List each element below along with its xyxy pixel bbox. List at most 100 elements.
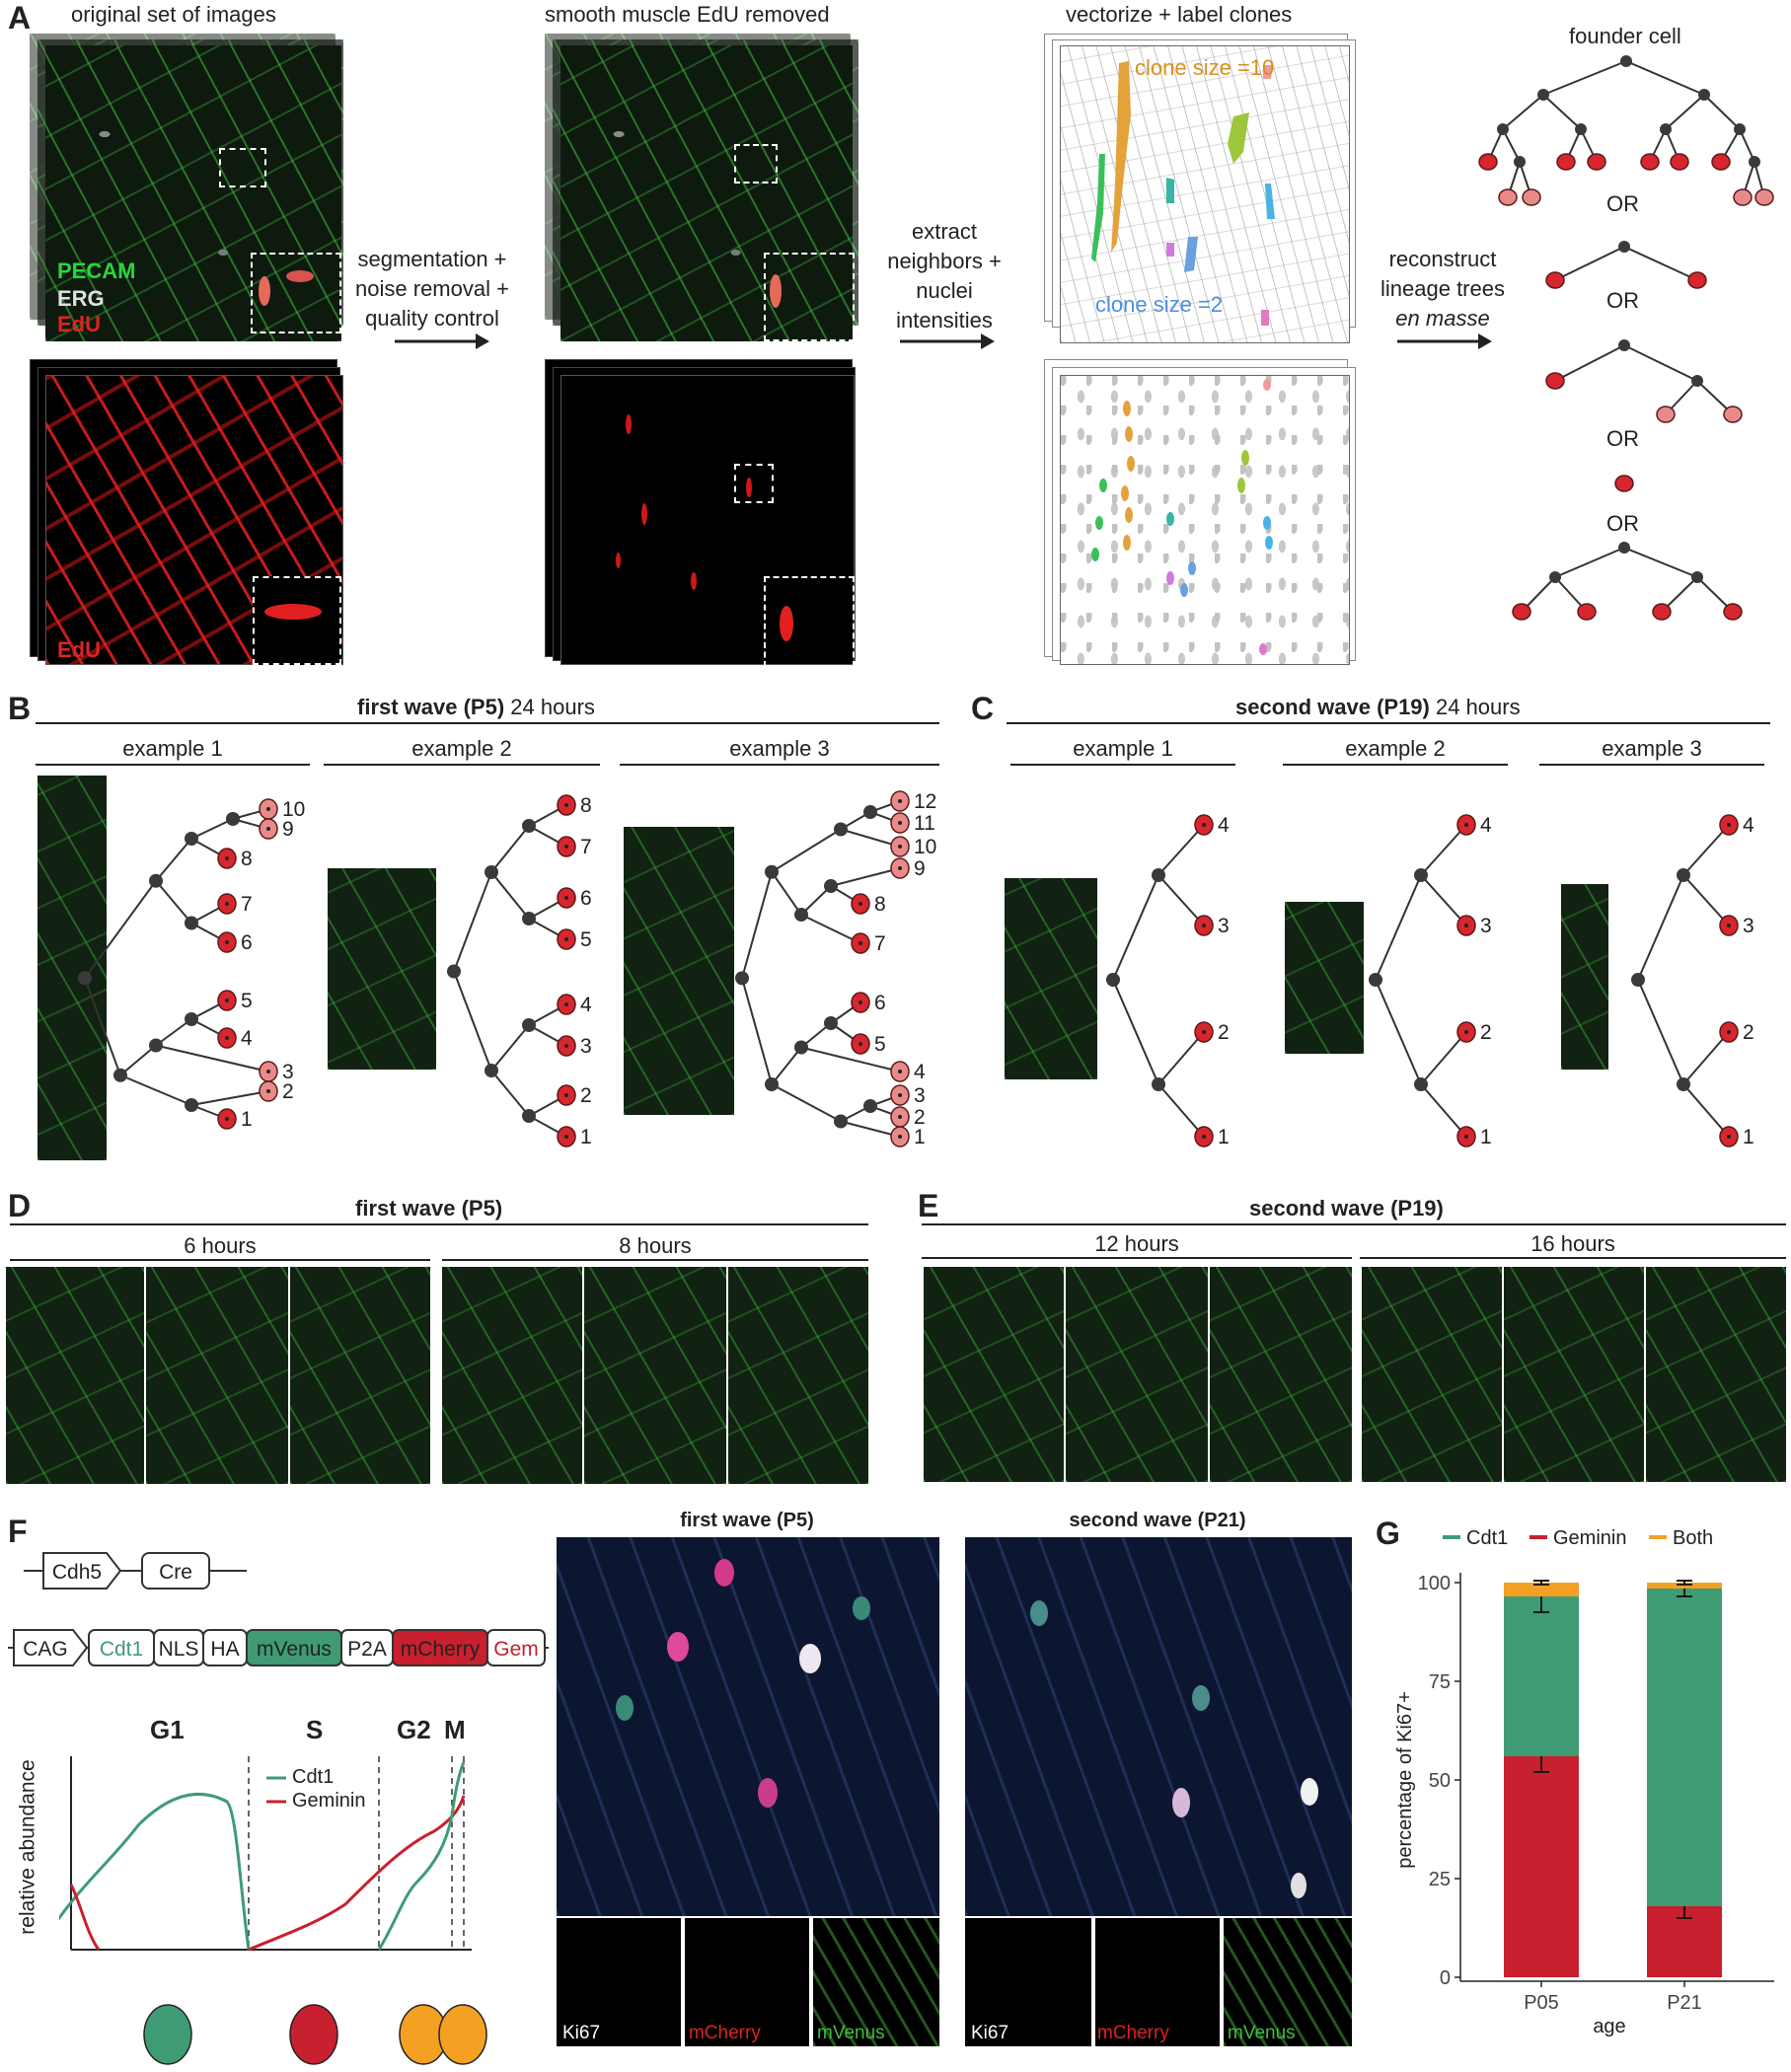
tree-node [794, 908, 808, 922]
tree-node [485, 1064, 498, 1077]
arrow2-text: extract neighbors + nuclei intensities [887, 219, 1002, 333]
c-example-1: example 1 [1073, 736, 1173, 761]
stain-pecam: PECAM [57, 259, 136, 283]
leaf-label: 5 [580, 928, 592, 951]
svg-text:mVenus: mVenus [257, 1638, 332, 1661]
y-tick-label: 75 [1429, 1671, 1451, 1693]
y-tick-label: 50 [1429, 1770, 1451, 1792]
leaf-label: 1 [1480, 1126, 1492, 1148]
img2-title: second wave (P21) [1069, 1510, 1246, 1531]
leaf-label: 9 [914, 857, 926, 880]
svg-text:mCherry: mCherry [401, 1638, 481, 1661]
tree-node [863, 1099, 877, 1113]
bar-cdt1-P05 [1504, 1596, 1579, 1756]
tree-node [1369, 973, 1382, 987]
y-tick-label: 0 [1440, 1967, 1451, 1989]
cre-label: Cre [159, 1561, 192, 1584]
tree-node [185, 832, 198, 846]
b-example-1: example 1 [122, 736, 223, 761]
d-sub-6h: 6 hours [184, 1233, 257, 1258]
panel-b-header: first wave (P5) 24 hours [357, 695, 595, 719]
phase-cell-icons [143, 2004, 487, 2065]
c-example-3: example 3 [1602, 736, 1702, 761]
leaf-label: 3 [282, 1061, 294, 1083]
legend-label-cdt1: Cdt1 [1466, 1527, 1508, 1549]
tree-c3: 4 3 2 1 [1631, 814, 1754, 1148]
panel-c-trees: 4 3 2 1 4 3 2 1 4 3 2 1 [1106, 814, 1754, 1148]
tree-node [834, 822, 848, 837]
tree-node [765, 1077, 779, 1091]
tree-node [522, 1109, 536, 1123]
leaf-label: 4 [580, 994, 592, 1016]
leaf-label: 8 [580, 794, 592, 817]
tree-c1: 4 3 2 1 [1106, 814, 1230, 1148]
leaf-label: 1 [1218, 1126, 1230, 1148]
leaf-label: 5 [874, 1033, 886, 1056]
ch1-ki67: Ki67 [562, 2023, 601, 2043]
construct-diagram: Cdh5 Cre CAG Cdt1 NLS HA mVenus P2A mChe… [8, 1552, 549, 1666]
tree-node [1677, 1077, 1690, 1091]
leaf-label: 1 [580, 1126, 592, 1148]
panel-d-header: first wave (P5) [355, 1196, 503, 1221]
ch2-mcherry: mCherry [1097, 2023, 1169, 2043]
panel-e-header: second wave (P19) [1249, 1196, 1444, 1221]
tree-node [824, 1016, 838, 1030]
cell-cycle-plot [59, 1756, 472, 1952]
ch1-mvenus: mVenus [817, 2023, 885, 2043]
leaf-label: 2 [282, 1080, 294, 1103]
tree-c2: 4 3 2 1 [1369, 814, 1492, 1148]
leaf-label: 7 [241, 893, 253, 916]
leaf-label: 3 [580, 1035, 592, 1058]
leaf-label: 1 [914, 1126, 926, 1148]
tree-node [78, 971, 92, 986]
c-example-2: example 2 [1345, 736, 1446, 761]
phase-g2: G2 [397, 1715, 431, 1744]
bar-both-P21 [1647, 1583, 1722, 1589]
tree-node [1414, 1077, 1428, 1091]
leaf-label: 6 [874, 992, 886, 1014]
leaf-label: 4 [914, 1061, 926, 1083]
or-label-3: OR [1606, 426, 1639, 451]
leaf-label: 1 [1743, 1126, 1754, 1148]
leaf-label: 6 [241, 931, 253, 954]
x-tick-label: P21 [1667, 1992, 1702, 2014]
arrow1-icon [395, 333, 489, 349]
tree-node [824, 879, 838, 893]
leaf-label: 3 [1218, 915, 1230, 937]
panel-f-label: F [8, 1514, 28, 1549]
tree-node [113, 1068, 127, 1082]
founder-trees [1478, 55, 1774, 621]
tree-node [735, 971, 749, 986]
or-label-1: OR [1606, 191, 1639, 216]
leaf-label: 2 [1743, 1021, 1754, 1044]
b2-image [328, 868, 436, 1070]
leaf-label: 10 [282, 798, 305, 821]
y-tick-label: 25 [1429, 1869, 1451, 1890]
tree-node [185, 916, 198, 930]
tree-node [522, 819, 536, 833]
phase-m: M [444, 1715, 466, 1744]
ch2-ki67: Ki67 [971, 2023, 1009, 2043]
tree-node [834, 1114, 848, 1129]
panel-d-label: D [8, 1188, 32, 1223]
tree-node [794, 1040, 808, 1055]
or-label-4: OR [1606, 511, 1639, 536]
stain-edu: EdU [57, 312, 101, 336]
tree-node [185, 1098, 198, 1112]
tree-node [447, 964, 461, 979]
stain-edu-bottom: EdU [57, 637, 101, 662]
second-wave-image [965, 1537, 1352, 1916]
leaf-label: 8 [874, 893, 886, 916]
leaf-label: 1 [241, 1108, 253, 1131]
c2-image [1285, 902, 1364, 1054]
leaf-label: 9 [282, 818, 294, 841]
c3-image [1561, 884, 1608, 1070]
tree-node [765, 864, 779, 879]
phase-s: S [306, 1715, 324, 1744]
y-tick-label: 100 [1418, 1573, 1451, 1594]
tree-b2: 8 7 6 5 4 3 2 1 [447, 794, 592, 1148]
leaf-label: 2 [1218, 1021, 1230, 1044]
legend-label-both: Both [1673, 1527, 1713, 1549]
bar-both-P05 [1504, 1583, 1579, 1596]
leaf-label: 5 [241, 990, 253, 1012]
